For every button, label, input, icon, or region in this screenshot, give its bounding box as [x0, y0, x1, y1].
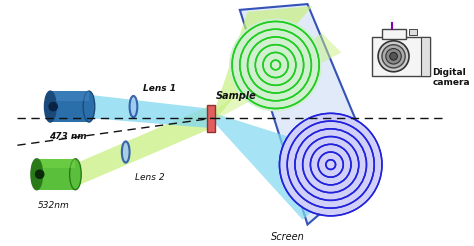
- Text: Lens 1: Lens 1: [143, 84, 176, 93]
- Bar: [382, 29, 406, 39]
- Circle shape: [35, 169, 45, 179]
- Polygon shape: [215, 6, 312, 120]
- Bar: [50, 91, 89, 122]
- Ellipse shape: [83, 91, 95, 122]
- Bar: [372, 37, 430, 76]
- Text: Screen: Screen: [271, 232, 305, 242]
- Ellipse shape: [129, 96, 137, 117]
- Circle shape: [281, 114, 381, 215]
- Ellipse shape: [45, 91, 56, 122]
- Bar: [37, 159, 75, 190]
- Ellipse shape: [122, 141, 129, 163]
- Polygon shape: [215, 33, 341, 120]
- Circle shape: [390, 52, 397, 60]
- Bar: [37, 159, 75, 169]
- Bar: [420, 37, 430, 76]
- Ellipse shape: [70, 159, 81, 190]
- Circle shape: [378, 41, 409, 72]
- FancyBboxPatch shape: [207, 105, 215, 132]
- Text: Sample: Sample: [216, 91, 256, 101]
- Bar: [50, 91, 89, 101]
- Circle shape: [229, 19, 322, 111]
- Circle shape: [382, 45, 405, 68]
- Text: 473 nm: 473 nm: [49, 132, 86, 141]
- Text: 532nm: 532nm: [38, 201, 70, 210]
- Ellipse shape: [31, 159, 43, 190]
- Circle shape: [48, 102, 58, 111]
- Polygon shape: [91, 95, 208, 128]
- Polygon shape: [77, 107, 208, 186]
- Polygon shape: [240, 4, 375, 225]
- Circle shape: [386, 48, 401, 64]
- Bar: [409, 29, 417, 35]
- Text: Lens 2: Lens 2: [136, 173, 165, 182]
- Text: Digital
camera: Digital camera: [432, 68, 470, 87]
- Polygon shape: [215, 113, 367, 220]
